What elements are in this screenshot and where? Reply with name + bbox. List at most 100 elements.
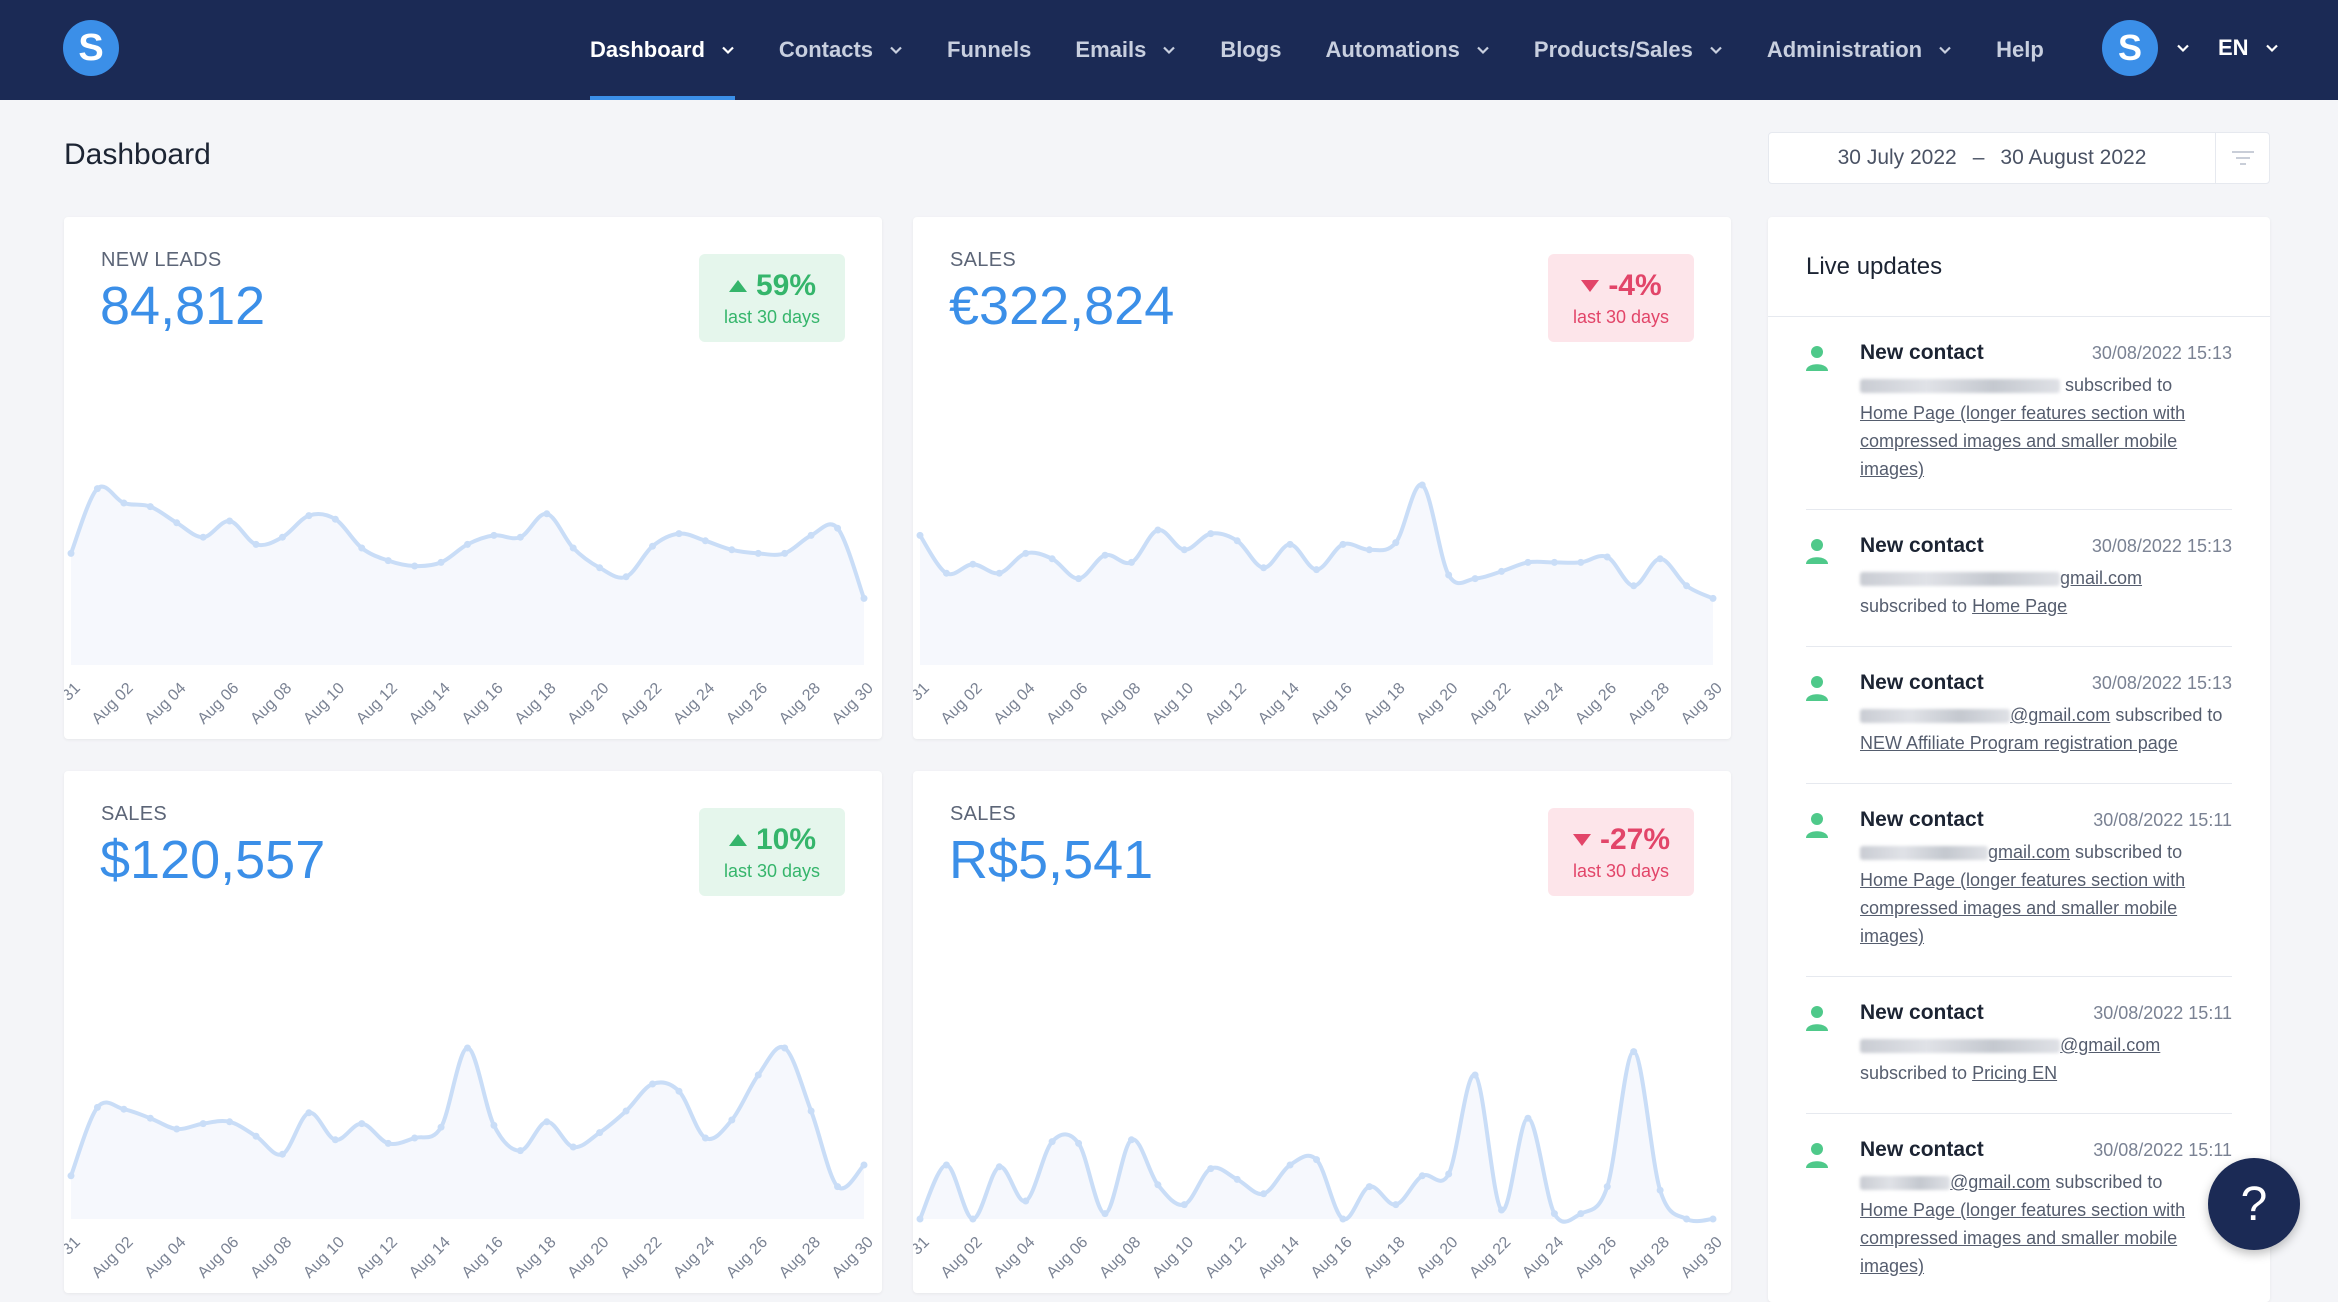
nav-item-help[interactable]: Help bbox=[1996, 0, 2044, 100]
x-tick-label: Aug 18 bbox=[512, 1234, 560, 1282]
nav-item-emails[interactable]: Emails bbox=[1075, 0, 1176, 100]
help-label: ? bbox=[2240, 1177, 2268, 1231]
avatar[interactable]: S bbox=[2102, 20, 2158, 76]
line-chart: 31 Aug 02 Aug 04 Aug 06 Aug 08 Aug 10 Aug 12 Au… bbox=[913, 481, 1726, 728]
chart-point bbox=[331, 515, 339, 523]
nav-item-contacts[interactable]: Contacts bbox=[779, 0, 903, 100]
chart-point bbox=[1630, 582, 1638, 590]
nav-item-dashboard[interactable]: Dashboard bbox=[590, 0, 735, 100]
chart-point bbox=[942, 569, 950, 577]
logo-letter: S bbox=[78, 26, 104, 69]
update-link[interactable]: Pricing EN bbox=[1972, 1063, 2058, 1083]
logo[interactable]: S bbox=[63, 20, 119, 76]
x-tick-label: Aug 14 bbox=[406, 680, 454, 728]
chart-point bbox=[1101, 1210, 1109, 1218]
chart-point bbox=[1022, 1197, 1030, 1205]
x-tick-label: Aug 28 bbox=[1625, 1234, 1673, 1282]
x-tick-label: Aug 28 bbox=[776, 1234, 824, 1282]
x-tick-label: Aug 06 bbox=[1044, 1234, 1092, 1282]
chevron-down-icon bbox=[2265, 44, 2278, 53]
update-time: 30/08/2022 15:11 bbox=[2093, 1140, 2232, 1160]
chart-point bbox=[1233, 1175, 1241, 1183]
update-text: subscribed to bbox=[2055, 1172, 2163, 1192]
update-text: subscribed to bbox=[2115, 705, 2223, 725]
x-tick-label: Aug 24 bbox=[670, 680, 718, 728]
nav-item-funnels[interactable]: Funnels bbox=[947, 0, 1031, 100]
chart-point bbox=[1498, 567, 1506, 575]
x-tick-label: Aug 04 bbox=[142, 680, 190, 728]
chart-point bbox=[1550, 1210, 1558, 1218]
chart-point bbox=[252, 1132, 260, 1140]
update-link[interactable]: NEW Affiliate Program registration page bbox=[1860, 733, 2178, 753]
x-tick-label: Aug 10 bbox=[1149, 680, 1197, 728]
update-time: 30/08/2022 15:13 bbox=[2091, 536, 2232, 556]
chart-point bbox=[1524, 1114, 1532, 1122]
x-tick-label: Aug 08 bbox=[1096, 680, 1144, 728]
chart-point bbox=[464, 540, 471, 548]
chart-point bbox=[781, 1044, 789, 1052]
help-button[interactable]: ? bbox=[2208, 1158, 2300, 1250]
filter-button[interactable] bbox=[2215, 133, 2269, 183]
change-period: last 30 days bbox=[723, 860, 821, 881]
change-badge: 10% last 30 days bbox=[699, 808, 845, 896]
update-title: New contact bbox=[1860, 534, 1984, 557]
x-tick-label: Aug 22 bbox=[617, 680, 665, 728]
x-tick-label: Aug 12 bbox=[353, 1234, 401, 1282]
chart-point bbox=[1656, 555, 1664, 563]
person-icon bbox=[1806, 1143, 1828, 1168]
x-tick-label: Aug 16 bbox=[1308, 680, 1356, 728]
update-link[interactable]: Home Page (longer features section with … bbox=[1860, 870, 2186, 946]
chevron-down-icon[interactable] bbox=[2176, 41, 2190, 55]
update-link[interactable]: Home Page bbox=[1972, 596, 2068, 616]
nav-item-label: Administration bbox=[1766, 37, 1923, 62]
chart-point bbox=[1286, 1161, 1294, 1169]
chart-point bbox=[490, 1121, 498, 1129]
update-time: 30/08/2022 15:13 bbox=[2091, 673, 2232, 693]
chart-point bbox=[807, 1107, 815, 1115]
chart-point bbox=[728, 546, 736, 554]
update-email[interactable]: @gmail.com bbox=[2060, 1035, 2161, 1055]
chart-point bbox=[675, 530, 683, 538]
update-link[interactable]: Home Page (longer features section with … bbox=[1860, 1200, 2186, 1276]
chart-point bbox=[1524, 558, 1532, 566]
x-tick-label: Aug 10 bbox=[300, 680, 348, 728]
x-tick-label: Aug 12 bbox=[1202, 680, 1250, 728]
chevron-down-icon bbox=[890, 46, 902, 55]
line-chart: 31 Aug 02 Aug 04 Aug 06 Aug 08 Aug 10 Aug 12 Au… bbox=[913, 1048, 1726, 1282]
chart-point bbox=[1392, 1201, 1400, 1209]
update-email[interactable]: @gmail.com bbox=[1950, 1172, 2051, 1192]
chart-point bbox=[516, 1147, 524, 1155]
update-email[interactable]: @gmail.com bbox=[2010, 705, 2111, 725]
chart-point bbox=[596, 1129, 604, 1137]
live-updates-panel: Live updates New contact 30/08/2022 15:13… bbox=[1768, 217, 2270, 1302]
nav-item-administration[interactable]: Administration bbox=[1767, 0, 1952, 100]
redacted-email bbox=[1860, 709, 2010, 724]
card-value: R$5,541 bbox=[949, 830, 1154, 890]
chart-point bbox=[331, 1136, 339, 1144]
chart-point bbox=[1418, 1172, 1426, 1180]
language-label: EN bbox=[2218, 35, 2249, 60]
x-tick-label: Aug 28 bbox=[1625, 680, 1673, 728]
chart-point bbox=[754, 549, 762, 557]
update-title: New contact bbox=[1860, 671, 1984, 694]
update-link[interactable]: Home Page (longer features section with … bbox=[1860, 403, 2186, 479]
card-value: €322,824 bbox=[949, 276, 1175, 336]
chart-point bbox=[1313, 566, 1320, 574]
chart-point bbox=[278, 533, 286, 541]
x-tick-label: Aug 18 bbox=[1361, 680, 1409, 728]
nav-item-products-sales[interactable]: Products/Sales bbox=[1534, 0, 1723, 100]
chart-point bbox=[995, 569, 1003, 577]
chart-point bbox=[649, 542, 657, 550]
chart-point bbox=[305, 512, 313, 520]
x-tick-label: Aug 28 bbox=[776, 680, 824, 728]
change-value: -27% bbox=[1599, 822, 1671, 856]
update-email[interactable]: gmail.com bbox=[1988, 842, 2071, 862]
chart-point bbox=[543, 510, 551, 518]
nav-item-blogs[interactable]: Blogs bbox=[1220, 0, 1281, 100]
update-time: 30/08/2022 15:13 bbox=[2091, 343, 2232, 363]
date-range-picker[interactable]: 30 July 2022 – 30 August 2022 bbox=[1768, 132, 2270, 184]
nav-item-automations[interactable]: Automations bbox=[1325, 0, 1489, 100]
language-selector[interactable]: EN bbox=[2218, 35, 2279, 61]
update-email[interactable]: gmail.com bbox=[2060, 568, 2143, 588]
x-tick-label: 31 bbox=[913, 680, 933, 705]
